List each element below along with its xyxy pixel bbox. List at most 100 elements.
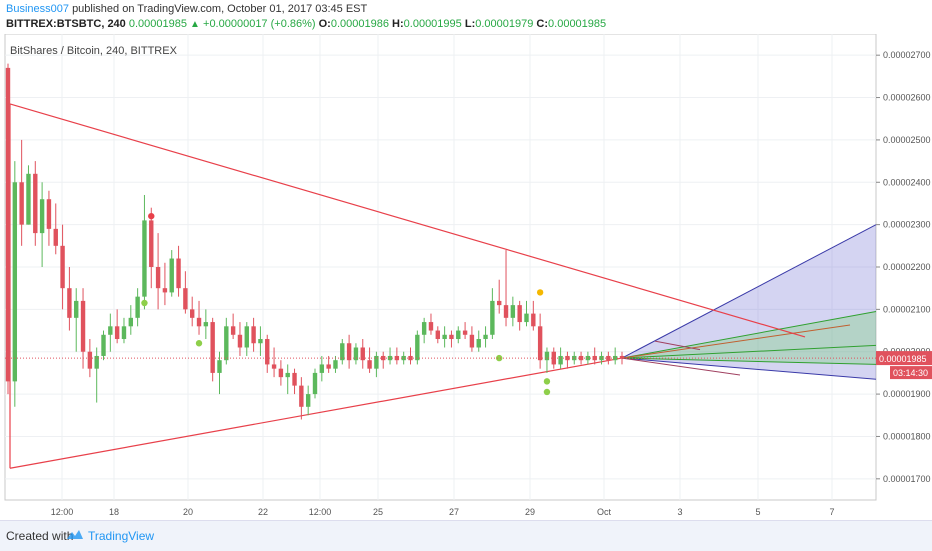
tradingview-brand-link[interactable]: TradingView (88, 529, 155, 543)
created-with-text: Created with (6, 529, 74, 543)
candle-body (39, 199, 45, 234)
candle-body (483, 334, 488, 340)
candle-body (101, 334, 106, 356)
candle-body (312, 372, 318, 395)
candle-body (544, 351, 550, 361)
low-label: L: (464, 18, 476, 30)
candle-body (394, 355, 400, 361)
trendline-lower (9, 357, 623, 469)
y-tick-label: 0.00002300 (883, 220, 931, 230)
fan-line (621, 224, 877, 359)
y-tick-label: 0.00001900 (883, 389, 931, 399)
y-tick-label: 0.00002600 (883, 93, 931, 103)
candle-body (114, 326, 120, 340)
candle-body (456, 330, 461, 340)
candle-body (135, 296, 140, 318)
price-label-bg (876, 351, 932, 366)
candle-body (237, 334, 243, 348)
signal-marker (148, 212, 155, 220)
candle-body (271, 364, 277, 369)
x-tick-label: 12:00 (51, 507, 74, 517)
candle-body (210, 322, 215, 373)
candle-body (128, 317, 133, 327)
y-tick-label: 0.00002200 (883, 262, 931, 272)
high-label: H: (392, 18, 404, 30)
signal-marker (195, 340, 203, 347)
open-label: O: (318, 18, 331, 30)
fan-line (621, 344, 877, 359)
y-tick-label: 0.00001700 (883, 474, 931, 484)
candle-body (476, 339, 481, 348)
candle-body (387, 355, 393, 361)
fan-green-fill (622, 311, 876, 365)
candle-body (155, 267, 161, 289)
candle-body (169, 258, 174, 293)
candle-body (80, 300, 86, 352)
fan-line (621, 357, 877, 380)
x-tick-label: 29 (525, 507, 535, 517)
open-value: 0.00001986 (330, 18, 389, 30)
candle-body (469, 334, 475, 348)
candle-body (53, 228, 58, 246)
ohlc-bar: BITTREX:BTSBTC, 240 0.00001985 ▲ +0.0000… (6, 18, 606, 30)
chart-area[interactable]: 0.00002700 0.00002600 0.00002500 0.00002400… (0, 33, 932, 520)
candle-body (67, 288, 72, 318)
candle-body (572, 355, 577, 361)
candle-body (285, 372, 290, 378)
y-tick-label: 0.00002500 (883, 135, 931, 145)
candle-body (176, 258, 181, 289)
candle-body (19, 182, 24, 225)
x-tick-label: 22 (258, 507, 268, 517)
candle-body (558, 355, 563, 365)
symbol-label: BITTREX:BTSBTC, 240 (6, 18, 126, 30)
candle-body (592, 355, 597, 361)
candle-body (196, 317, 202, 327)
price-chart[interactable]: 0.00002700 0.00002600 0.00002500 0.00002400… (0, 33, 932, 520)
last-price: 0.00001985 (128, 18, 187, 30)
candle-body (421, 322, 427, 335)
candle-body (612, 355, 618, 361)
y-tick-label: 0.00001800 (883, 431, 931, 441)
candle-body (278, 368, 284, 378)
countdown-label: 03:14:30 (893, 368, 928, 378)
candle-body (74, 300, 79, 318)
candle-body (346, 343, 352, 361)
x-tick-label: Oct (597, 507, 612, 517)
y-tick-label: 0.00002100 (883, 304, 931, 314)
price-change: +0.00000017 (+0.86%) (203, 18, 316, 30)
candle-body (217, 360, 222, 373)
candle-body (619, 355, 625, 359)
candle-body (374, 355, 379, 369)
x-tick-label: 7 (829, 507, 834, 517)
up-arrow-icon: ▲ (190, 19, 200, 30)
x-tick-label: 3 (677, 507, 682, 517)
y-tick-label: 0.00002700 (883, 50, 931, 60)
candle-body (537, 326, 543, 361)
candle-body (5, 67, 11, 382)
fan-line-short (654, 340, 701, 351)
candle-body (183, 288, 188, 310)
signal-marker (543, 378, 551, 385)
candle-body (265, 339, 270, 365)
candle-body (251, 326, 256, 344)
author-link[interactable]: Business007 (6, 3, 69, 15)
fan-line (621, 357, 877, 365)
x-tick-label: 25 (373, 507, 383, 517)
candle-body (33, 173, 38, 234)
candle-body (258, 339, 263, 344)
candle-body (333, 360, 338, 369)
candle-body (428, 322, 434, 331)
candle-body (299, 385, 304, 407)
candle-body (244, 326, 249, 348)
candle-body (121, 326, 127, 340)
x-tick-label: 27 (449, 507, 459, 517)
candle-body (87, 351, 93, 369)
candle-body (360, 347, 365, 361)
candle-body (60, 245, 65, 289)
candle-body (551, 351, 556, 365)
candle-body (503, 305, 509, 318)
trendline-upper (9, 103, 806, 338)
candle-body (340, 343, 345, 361)
signal-marker (496, 354, 503, 362)
candle-body (462, 330, 468, 335)
